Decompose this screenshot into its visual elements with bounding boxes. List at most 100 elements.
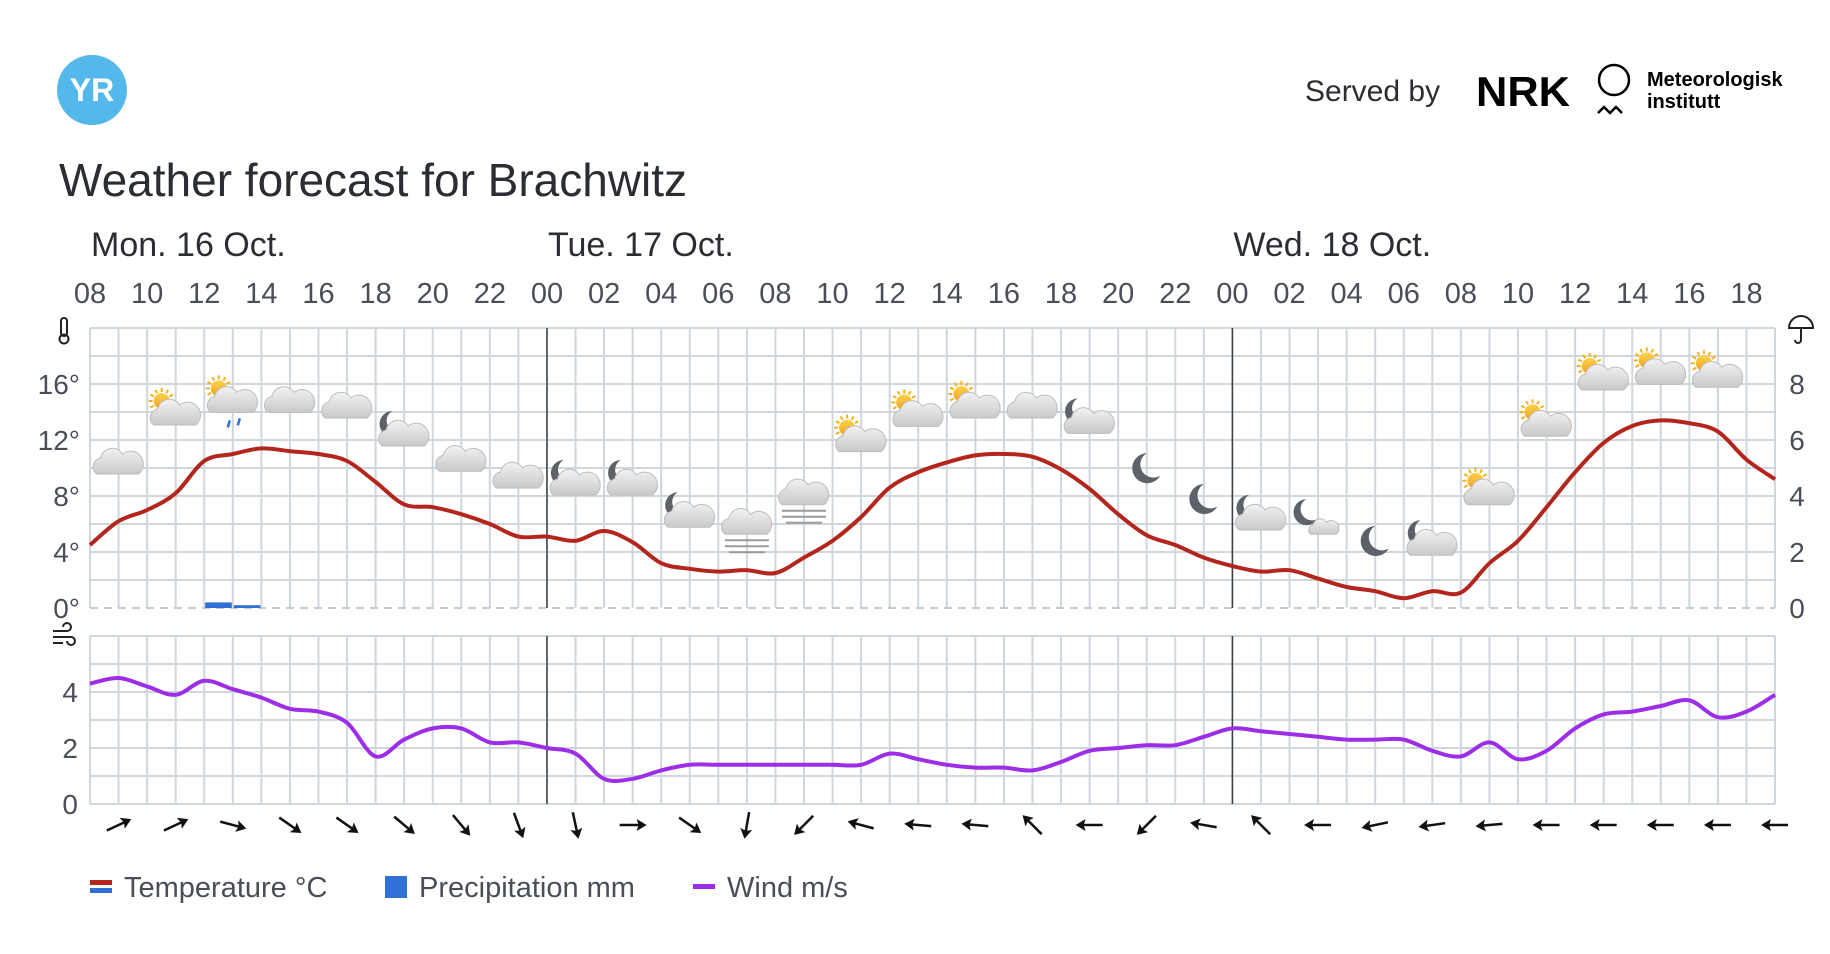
- yr-logo[interactable]: YR: [57, 55, 127, 125]
- legend-item-temperature[interactable]: Temperature °C: [90, 872, 327, 904]
- precipitation-tick-label: 8: [1789, 369, 1805, 400]
- thermometer-icon: [58, 317, 70, 345]
- wind-direction-arrow: [1022, 815, 1043, 836]
- wind-tick-label: 4: [62, 677, 78, 708]
- wind-direction-arrow: [1418, 819, 1446, 832]
- met-logo-line1: Meteorologisk: [1647, 69, 1783, 91]
- wind-direction-arrow: [794, 814, 815, 835]
- nrk-logo[interactable]: NRK: [1476, 68, 1570, 115]
- hour-label: 06: [702, 278, 734, 310]
- wind-direction-arrow: [1251, 815, 1272, 836]
- temperature-tick-label: 8°: [53, 481, 80, 512]
- hour-label: 18: [1045, 278, 1077, 310]
- wind-direction-arrow: [512, 812, 526, 839]
- weather-icon-cloudy: [263, 386, 316, 413]
- weather-icon-partly-night: [1406, 520, 1458, 556]
- wind-direction-arrow: [1703, 819, 1731, 831]
- weather-icon-partly-night: [606, 460, 658, 496]
- wind-direction-arrow: [106, 817, 132, 832]
- temperature-tick-label: 0°: [53, 593, 80, 624]
- temperature-swatch: [90, 880, 112, 885]
- weather-icon-partly-night: [378, 411, 430, 447]
- hour-label: 10: [816, 278, 848, 310]
- hour-label: 04: [1331, 278, 1363, 310]
- hour-label: 14: [245, 278, 277, 310]
- wind-direction-arrow: [847, 818, 875, 830]
- weather-icon-partly-sunny: [834, 414, 887, 453]
- weather-icon-partly-night: [549, 460, 601, 496]
- met-logo-line2: institutt: [1647, 91, 1721, 113]
- weather-icon-partly-sunny: [1633, 347, 1687, 385]
- served-by-label: Served by: [1305, 75, 1440, 108]
- weather-icon-cloudy: [435, 445, 487, 472]
- temperature-tick-label: 16°: [38, 369, 80, 400]
- precipitation-swatch: [385, 876, 407, 898]
- wind-direction-arrow: [1075, 819, 1103, 831]
- weather-icon-cloudy: [92, 447, 144, 475]
- page-title: Weather forecast for Brachwitz: [59, 154, 687, 206]
- day-label: Wed. 18 Oct.: [1233, 226, 1431, 264]
- wind-line: [89, 675, 1777, 784]
- wind-direction-arrow: [1761, 819, 1789, 831]
- weather-icon-cloudy: [492, 461, 544, 489]
- wind-tick-label: 0: [62, 789, 78, 820]
- hour-label: 08: [1445, 278, 1477, 310]
- wind-direction-arrow: [335, 816, 359, 834]
- precipitation-bar: [233, 605, 261, 608]
- weather-icon-fog: [778, 478, 830, 524]
- wind-direction-arrow: [219, 820, 247, 832]
- umbrella-icon: [1787, 315, 1815, 344]
- wind-swatch: [693, 884, 715, 889]
- wind-direction-arrow: [1646, 819, 1674, 831]
- wind-direction-arrow: [678, 816, 702, 834]
- wind-direction-arrow: [278, 816, 302, 834]
- met-institute-logo[interactable]: Meteorologisk institutt: [1597, 63, 1783, 115]
- precipitation-tick-label: 4: [1789, 481, 1805, 512]
- hour-label: 12: [188, 278, 220, 310]
- hour-label: 14: [931, 278, 963, 310]
- temperature-swatch-stripe: [90, 888, 112, 893]
- wind-direction-arrow: [1136, 814, 1157, 835]
- legend-label: Temperature °C: [124, 872, 327, 904]
- wind-direction-arrow: [1475, 819, 1503, 832]
- wind-direction-arrow: [1361, 819, 1389, 832]
- weather-icon-partly-sunny: [1576, 353, 1629, 391]
- wind-direction-arrow: [1190, 818, 1217, 831]
- weather-icon-clear-night: [1360, 526, 1389, 556]
- weather-icon-cloudy: [321, 391, 373, 419]
- wind-direction-arrow: [1304, 819, 1332, 831]
- hour-label: 08: [74, 278, 106, 310]
- precipitation-tick-label: 0: [1789, 593, 1805, 624]
- weather-icon-partly-night: [1063, 398, 1115, 434]
- wind-direction-arrow: [961, 818, 989, 831]
- weather-icon-fog: [720, 508, 773, 554]
- hour-label: 22: [1159, 278, 1191, 310]
- temperature-tick-label: 4°: [53, 537, 80, 568]
- hour-label: 20: [417, 278, 449, 310]
- wind-direction-arrow: [1589, 819, 1617, 831]
- day-label: Tue. 17 Oct.: [548, 226, 734, 264]
- hour-label: 12: [1559, 278, 1591, 310]
- hour-label: 06: [1388, 278, 1420, 310]
- weather-icon-cloudy: [1006, 391, 1058, 419]
- hour-label: 02: [1273, 278, 1305, 310]
- legend-item-wind[interactable]: Wind m/s: [693, 872, 848, 904]
- hour-label: 20: [1102, 278, 1134, 310]
- weather-icon-partly-sunny: [148, 388, 201, 426]
- legend-label: Wind m/s: [727, 872, 848, 904]
- hour-label: 10: [1502, 278, 1534, 310]
- hour-label: 16: [1673, 278, 1705, 310]
- weather-icon-partly-sunny-rain: [205, 375, 259, 428]
- wind-direction-arrow: [570, 812, 583, 839]
- weather-icon-partly-sunny: [1519, 399, 1572, 437]
- precipitation-tick-label: 2: [1789, 537, 1805, 568]
- nrk-logo-text: NRK: [1476, 68, 1570, 115]
- weather-icon-partly-night: [663, 492, 716, 528]
- weather-icon-clear-night: [1132, 453, 1161, 484]
- hour-label: 12: [874, 278, 906, 310]
- wind-icon: [53, 622, 76, 646]
- wind-tick-label: 2: [62, 733, 78, 764]
- legend-item-precipitation[interactable]: Precipitation mm: [385, 872, 635, 904]
- day-label: Mon. 16 Oct.: [91, 226, 286, 264]
